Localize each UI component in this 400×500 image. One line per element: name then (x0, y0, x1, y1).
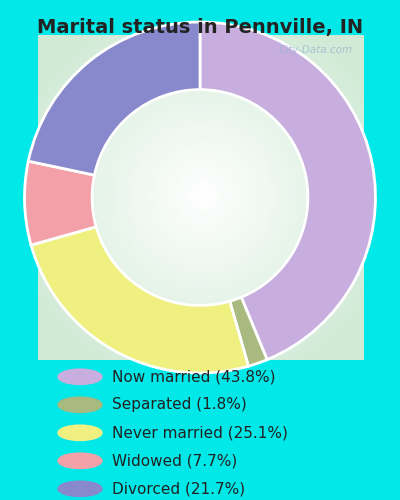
Text: Now married (43.8%): Now married (43.8%) (112, 370, 276, 384)
Circle shape (58, 481, 102, 496)
Text: Marital status in Pennville, IN: Marital status in Pennville, IN (37, 18, 363, 37)
Wedge shape (24, 161, 96, 245)
Circle shape (58, 453, 102, 468)
Text: Divorced (21.7%): Divorced (21.7%) (112, 482, 245, 496)
Text: Never married (25.1%): Never married (25.1%) (112, 426, 288, 440)
Text: Widowed (7.7%): Widowed (7.7%) (112, 454, 237, 468)
Circle shape (58, 425, 102, 440)
Circle shape (58, 369, 102, 384)
Wedge shape (28, 22, 200, 175)
Circle shape (58, 397, 102, 412)
Text: City-Data.com: City-Data.com (279, 45, 353, 54)
Text: Separated (1.8%): Separated (1.8%) (112, 398, 247, 412)
Wedge shape (200, 22, 376, 359)
Wedge shape (230, 297, 267, 366)
Wedge shape (31, 227, 248, 373)
